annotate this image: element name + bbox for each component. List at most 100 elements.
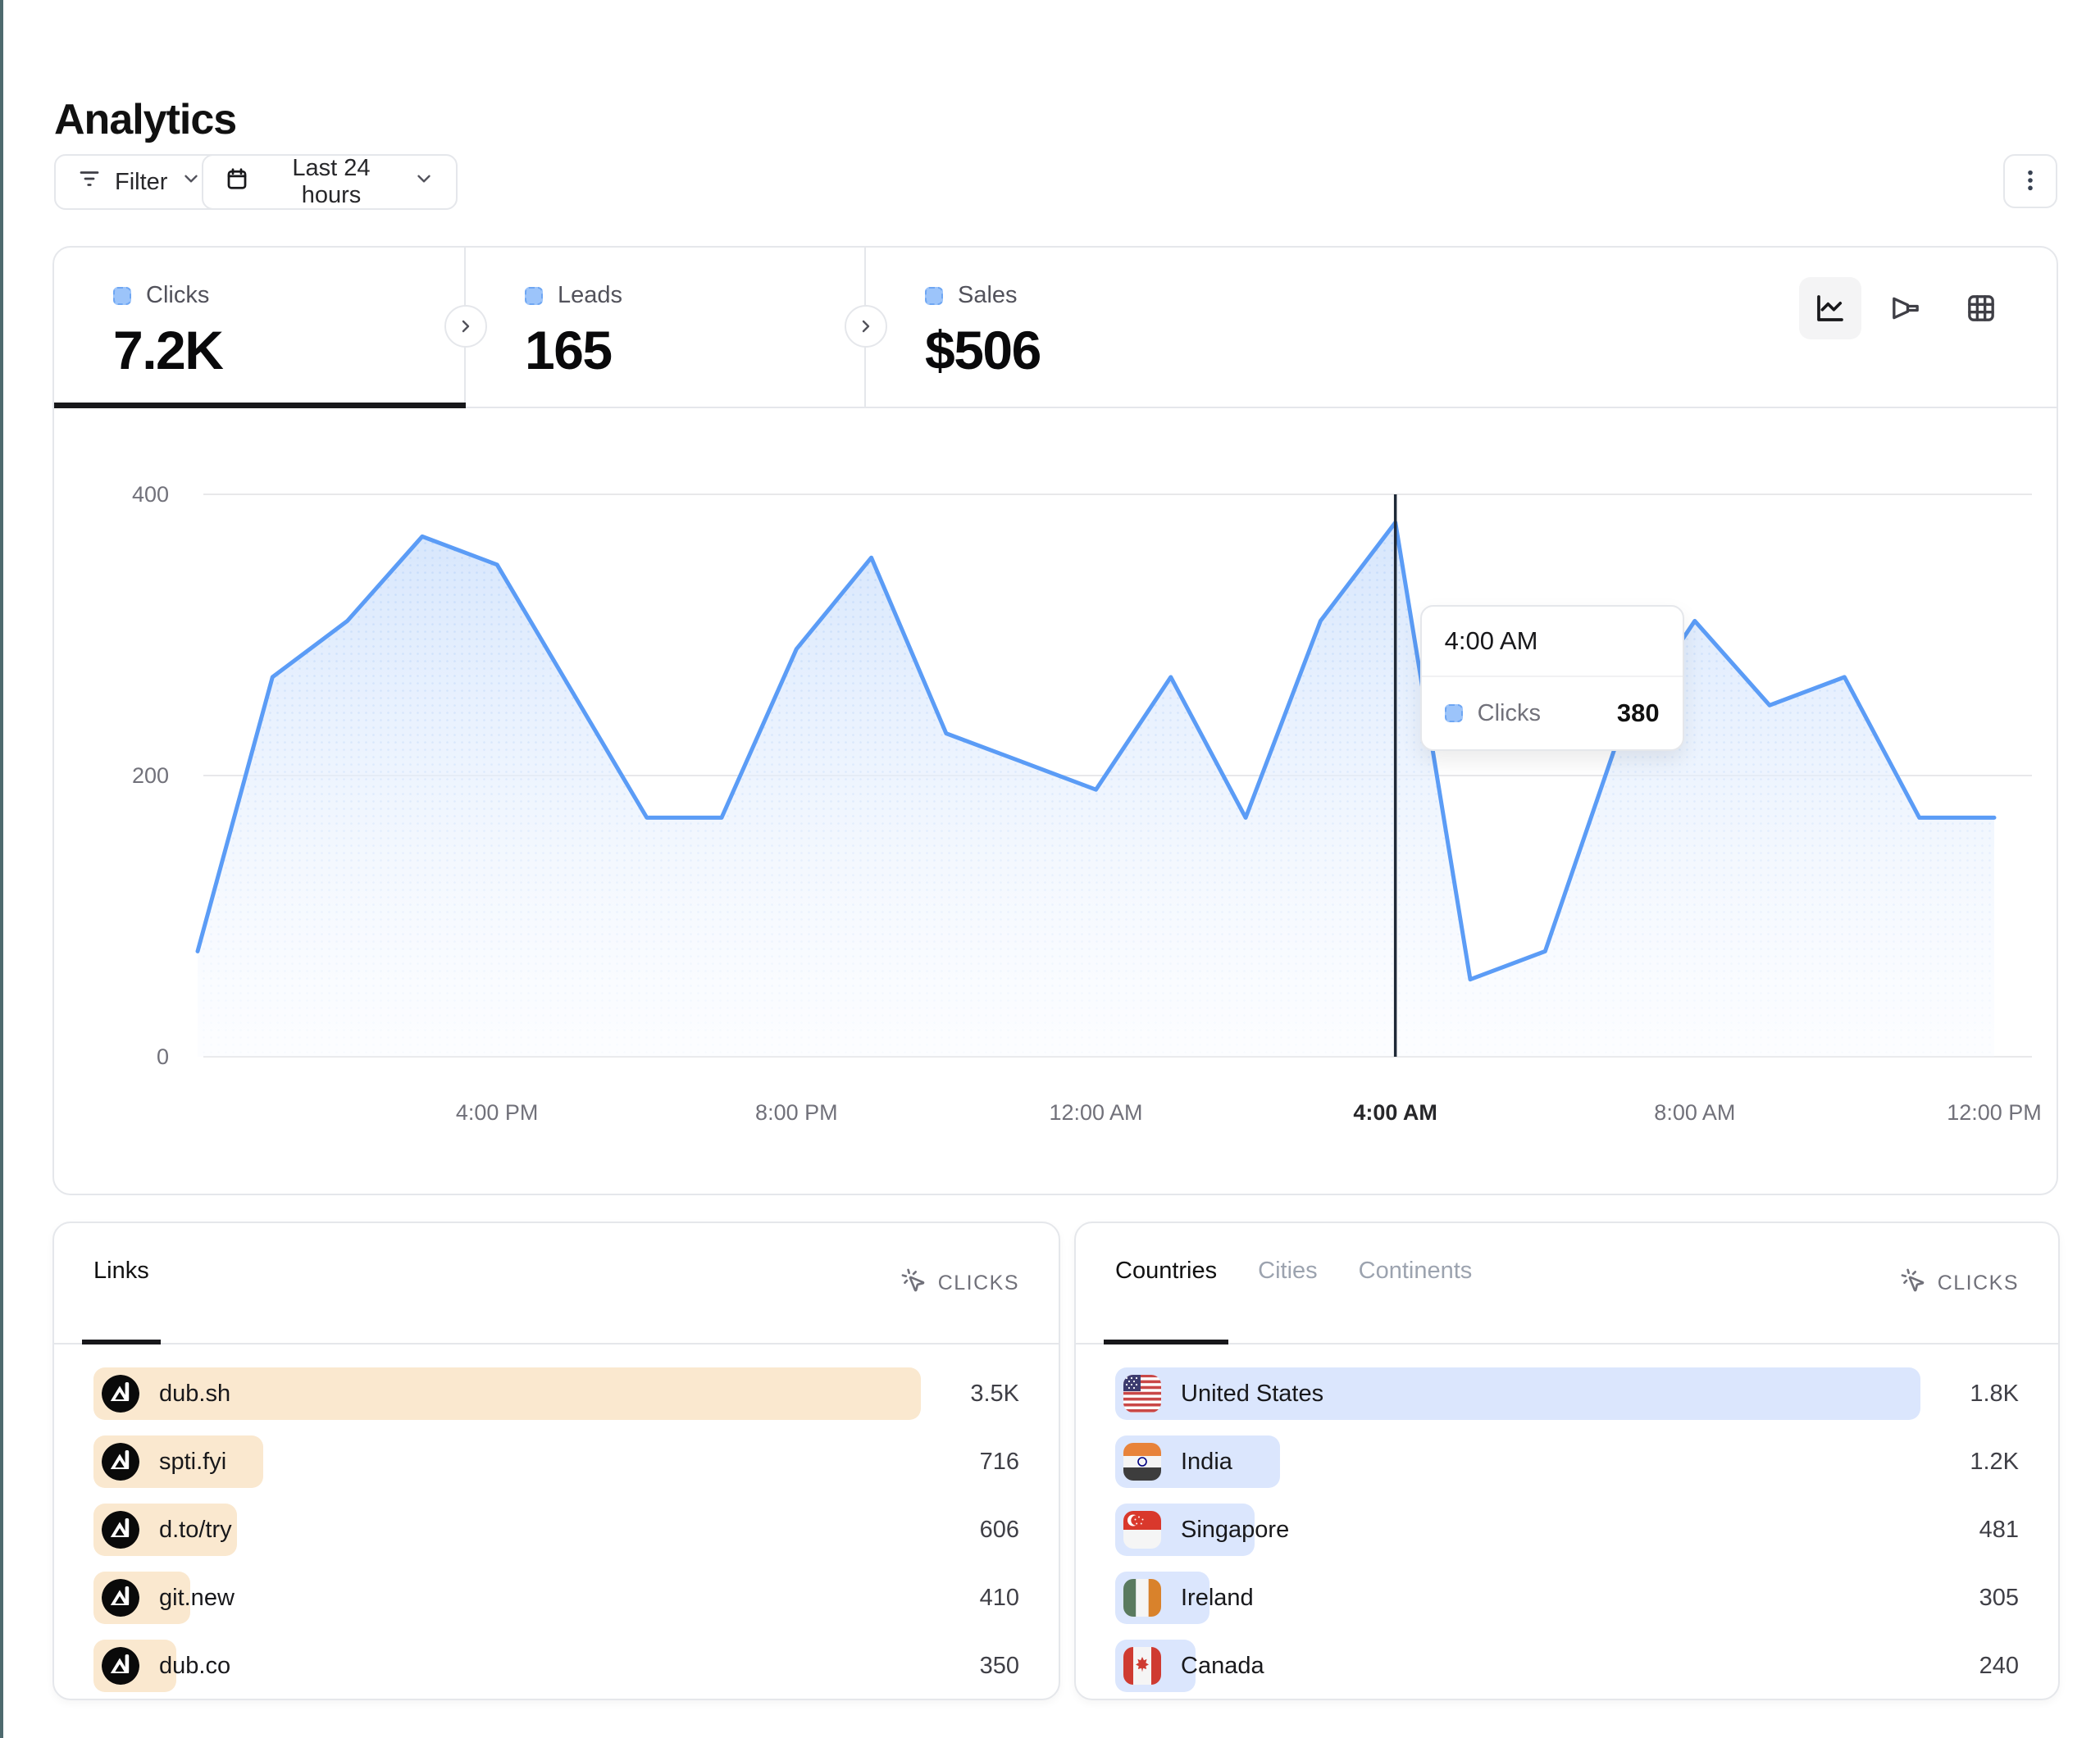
country-row[interactable]: Canada 240 [1115,1640,2019,1692]
country-flag-icon [1123,1579,1161,1617]
row-value: 1.8K [1970,1380,2019,1407]
sales-legend-swatch [925,286,943,305]
row-label: git.new [159,1584,235,1611]
tooltip-series-label: Clicks [1477,699,1541,726]
row-label: dub.sh [159,1380,231,1407]
row-value: 481 [1979,1516,2019,1543]
chart-line [195,520,1997,982]
active-stat-underline [54,403,466,408]
tab-continents[interactable]: Continents [1358,1258,1473,1284]
country-row[interactable]: India 1.2K [1115,1435,2019,1488]
country-flag-icon [1123,1443,1161,1481]
links-panel: Links CLICKS dub.sh 3.5K spti.fyi 716 d.to/t… [52,1222,1060,1700]
row-value: 410 [979,1584,1019,1611]
funnel-chart-icon [1893,297,1919,320]
us-flag-icon [1123,1375,1161,1413]
clicks-chart[interactable]: 0 200 400 4:00 PM 8:00 PM 12:00 AM 4:00 AM 8:0… [54,408,2057,1194]
chart-tooltip: 4:00 AM Clicks 380 [1419,605,1684,751]
x-axis-tick: 12:00 PM [1947,1100,2042,1125]
stat-label: Sales [958,282,1018,308]
calendar-icon [225,166,249,198]
filter-icon [77,166,102,198]
leads-legend-swatch [525,286,543,305]
stat-value: 7.2K [113,320,224,380]
countries-list: United States 1.8K India 1.2K Singapore 481 Ir… [1076,1344,2058,1692]
row-label: Ireland [1181,1584,1254,1611]
stat-label: Clicks [146,282,210,308]
area-chart-svg: 0 200 400 4:00 PM 8:00 PM 12:00 AM 4:00 AM 8:0… [132,482,2042,1125]
tab-links[interactable]: Links [82,1258,161,1344]
links-metric-sort-button[interactable]: CLICKS [900,1267,1019,1299]
metric-label: CLICKS [1937,1272,2019,1294]
dub-logo-icon [102,1647,139,1685]
expand-clicks-button[interactable] [444,305,487,348]
x-axis-tick: 4:00 AM [1353,1100,1437,1125]
chevron-down-icon [180,168,202,196]
stat-value: $506 [925,320,1041,380]
cursor-click-icon [1900,1267,1926,1299]
country-flag-icon [1123,1511,1161,1549]
dub-logo-icon [102,1511,139,1549]
link-row[interactable]: dub.sh 3.5K [93,1367,1019,1420]
row-value: 3.5K [970,1380,1019,1407]
page-title: Analytics [54,96,237,143]
tooltip-value: 380 [1616,698,1660,727]
in-flag-icon [1123,1443,1161,1481]
tab-cities[interactable]: Cities [1258,1258,1318,1284]
filter-button[interactable]: Filter [54,154,225,210]
row-value: 240 [1979,1652,2019,1679]
more-options-button[interactable] [2003,154,2057,208]
line-chart-view-button[interactable] [1799,277,1861,339]
row-label: dub.co [159,1652,231,1679]
stat-tab-sales[interactable]: Sales $506 [866,248,2057,407]
x-axis-tick: 4:00 PM [456,1100,539,1125]
link-favicon [102,1443,139,1481]
row-value: 716 [979,1448,1019,1475]
value-bar [93,1367,921,1420]
expand-leads-button[interactable] [845,305,887,348]
svg-text:400: 400 [132,482,169,507]
link-favicon [102,1375,139,1413]
sg-flag-icon [1123,1511,1161,1549]
ca-flag-icon [1123,1647,1161,1685]
link-row[interactable]: git.new 410 [93,1572,1019,1624]
countries-panel: Countries Cities Continents CLICKS Unite… [1074,1222,2060,1700]
dub-logo-icon [102,1579,139,1617]
kebab-icon [2017,167,2043,196]
dub-logo-icon [102,1375,139,1413]
y-axis-labels: 0 200 400 [132,482,169,1069]
link-row[interactable]: dub.co 350 [93,1640,1019,1692]
line-chart-icon [1817,295,1843,321]
link-row[interactable]: d.to/try 606 [93,1504,1019,1556]
stat-tab-leads[interactable]: Leads 165 [466,248,866,407]
table-view-button[interactable] [1950,277,2012,339]
x-axis-tick: 8:00 AM [1654,1100,1735,1125]
tooltip-time: 4:00 AM [1421,607,1683,677]
country-row[interactable]: United States 1.8K [1115,1367,2019,1420]
funnel-chart-view-button[interactable] [1875,277,1937,339]
tab-countries[interactable]: Countries [1103,1258,1229,1344]
stat-label: Leads [558,282,623,308]
chevron-right-icon [862,320,870,333]
row-value: 606 [979,1516,1019,1543]
ie-flag-icon [1123,1579,1161,1617]
stat-tab-clicks[interactable]: Clicks 7.2K [54,248,466,407]
chart-type-toggle [1799,277,2012,339]
dub-logo-icon [102,1443,139,1481]
date-range-button[interactable]: Last 24 hours [202,154,458,210]
chevron-right-icon [462,320,470,333]
row-label: India [1181,1448,1232,1475]
x-axis-tick: 12:00 AM [1049,1100,1142,1125]
clicks-legend-swatch [113,286,131,305]
country-row[interactable]: Ireland 305 [1115,1572,2019,1624]
metric-label: CLICKS [937,1272,1019,1294]
country-row[interactable]: Singapore 481 [1115,1504,2019,1556]
country-flag-icon [1123,1375,1161,1413]
countries-metric-sort-button[interactable]: CLICKS [1900,1267,2019,1299]
filter-button-label: Filter [115,168,168,195]
row-label: Singapore [1181,1516,1290,1543]
link-row[interactable]: spti.fyi 716 [93,1435,1019,1488]
chevron-down-icon [413,168,435,196]
table-grid-icon [1968,295,1994,321]
